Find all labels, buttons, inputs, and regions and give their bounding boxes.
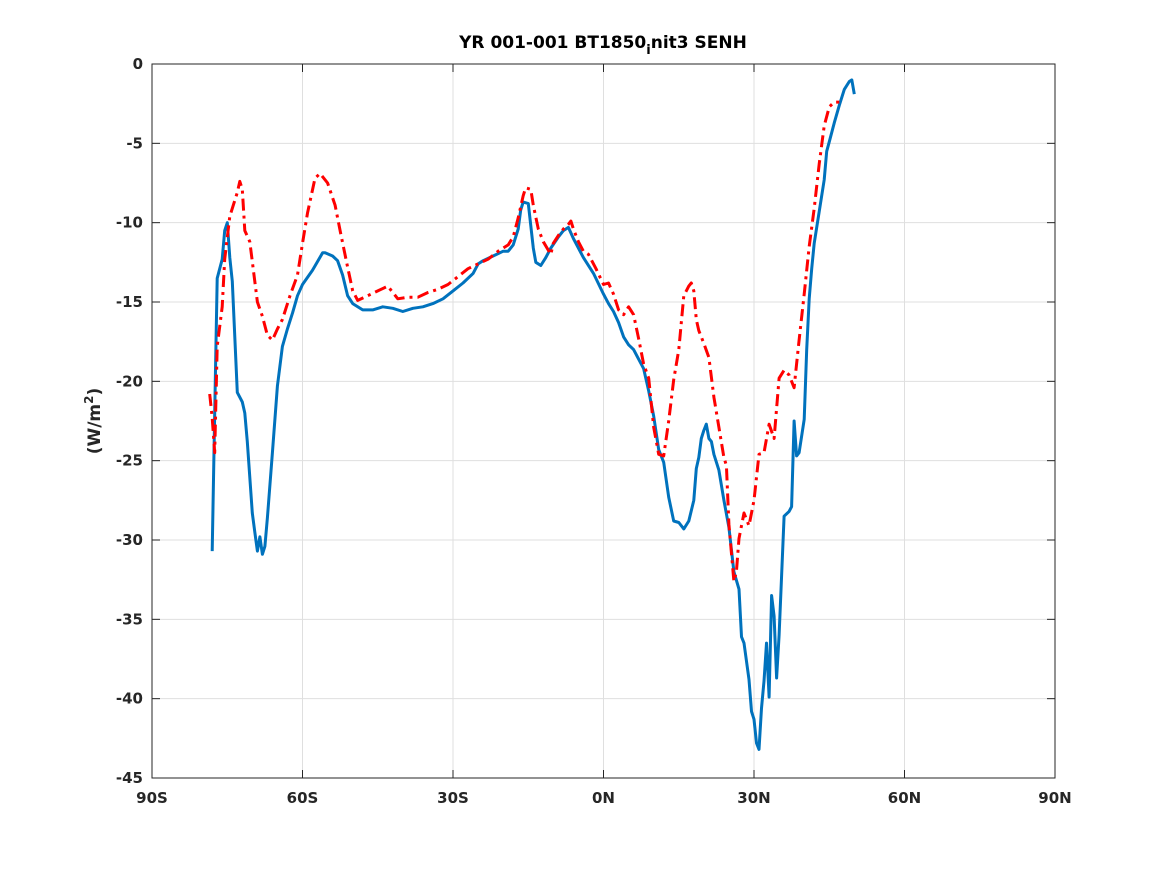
series-line-1	[210, 78, 856, 751]
x-tick-label: 30N	[737, 789, 770, 807]
x-tick-label: 60S	[287, 789, 319, 807]
y-tick-label: -40	[116, 690, 143, 708]
y-tick-label: 0	[133, 55, 143, 73]
x-tick-label: 30S	[437, 789, 469, 807]
chart-title: YR 001-001 BT1850init3 SENH	[458, 33, 747, 58]
x-tick-labels: 90S 60S 30S 0N 30N 60N 90N	[136, 789, 1072, 807]
y-tick-label: -35	[116, 610, 143, 628]
y-tick-label: -20	[116, 372, 143, 390]
y-tick-labels: 0 -5 -10 -15 -20 -25 -30 -35 -40 -45	[116, 55, 143, 787]
axis-ticks	[151, 63, 1056, 779]
y-tick-label: -10	[116, 214, 143, 232]
y-tick-label: -45	[116, 769, 143, 787]
x-tick-label: 90N	[1038, 789, 1071, 807]
series-line-2	[208, 100, 840, 583]
y-axis-label: (W/m2)	[82, 388, 105, 455]
y-tick-label: -15	[116, 293, 143, 311]
series-layer	[208, 78, 856, 751]
x-tick-label: 90S	[136, 789, 168, 807]
y-tick-label: -30	[116, 531, 143, 549]
x-tick-label: 0N	[592, 789, 615, 807]
y-tick-label: -5	[126, 134, 143, 152]
x-tick-label: 60N	[888, 789, 921, 807]
y-tick-label: -25	[116, 452, 143, 470]
